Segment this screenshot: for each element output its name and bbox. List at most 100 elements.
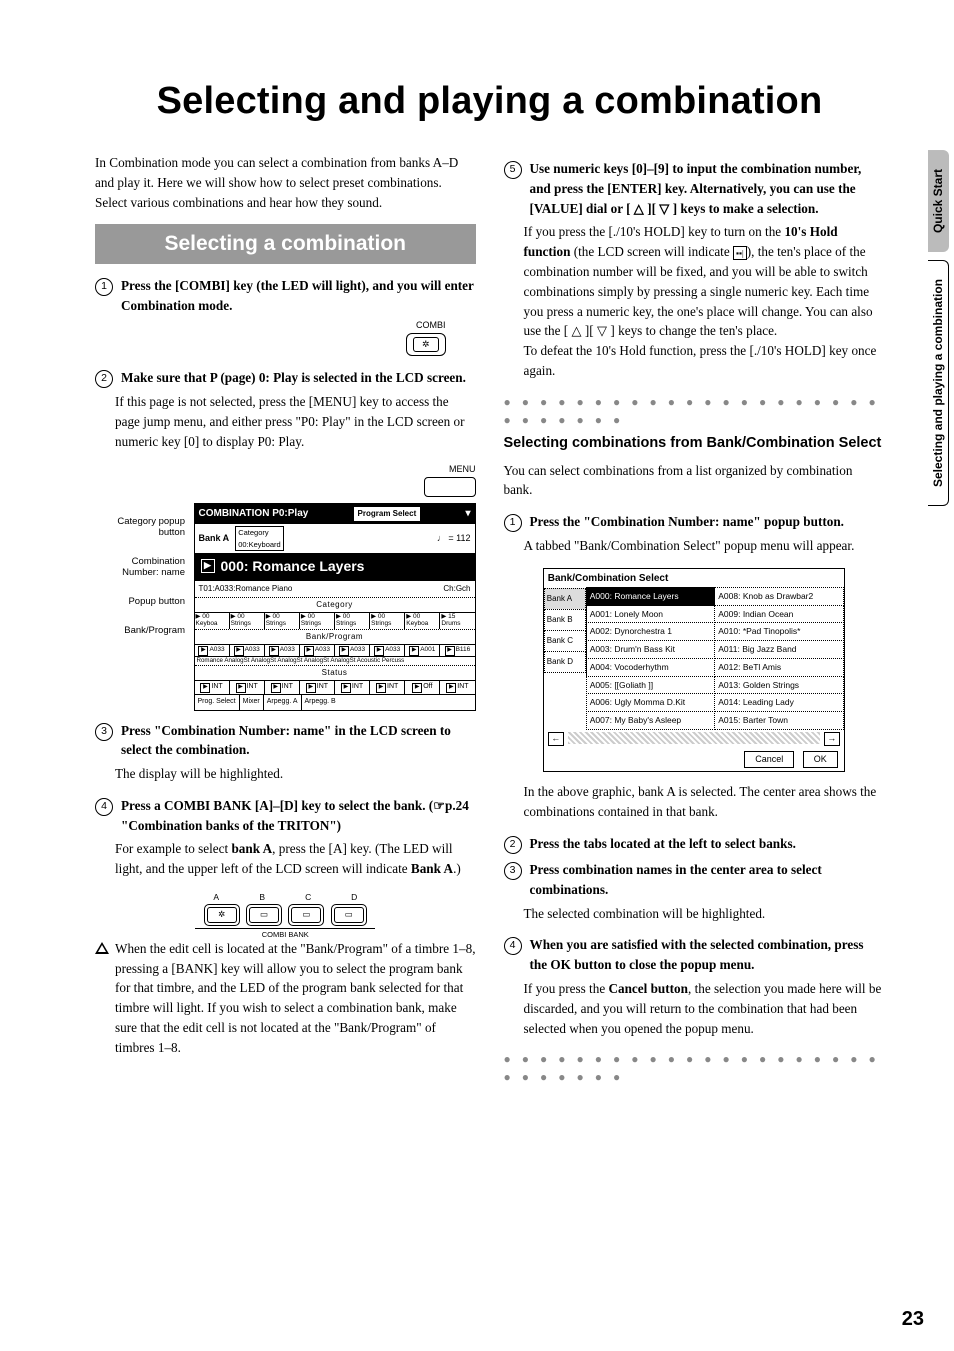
lcd-category-cell: ▶ 00Strings [300, 613, 335, 629]
hold-paragraph: If you press the [./10's HOLD] key to tu… [524, 222, 885, 380]
lcd-bp-cell: ▶A033 [370, 645, 405, 656]
popup-cell: A001: Lonely Moon [586, 605, 716, 624]
popup-title: Bank/Combination Select [544, 569, 844, 588]
popup-cell: A009: Indian Ocean [714, 605, 844, 624]
popup-bank-tab: Bank C [544, 630, 586, 652]
lcd-status-cell: ▶Off [405, 681, 440, 694]
combi-bank-keys-figure: ABCD ✲ ▭ ▭ ▭ [95, 891, 476, 929]
popup-cell: A008: Knob as Drawbar2 [714, 587, 844, 606]
popup-bank-tab: Bank D [544, 651, 586, 673]
lcd-category-cell: ▶ 00Keyboa [405, 613, 440, 629]
popup-row: A003: Drum'n Bass KitA011: Big Jazz Band [587, 641, 844, 659]
lcd-bottom-tab: Prog. Select [195, 695, 240, 710]
popup-row: A005: [[Goliath ]]A013: Golden Strings [587, 677, 844, 695]
lcd-bp-cell: ▶A033 [230, 645, 265, 656]
step-4-text: Press a COMBI BANK [A]–[D] key to select… [121, 796, 476, 836]
lcd-status-cell: ▶INT [265, 681, 300, 694]
popup-bank-tab: Bank B [544, 609, 586, 631]
popup-cell: A013: Golden Strings [714, 676, 844, 695]
callout-label: Category popup button [95, 517, 185, 539]
dotted-separator: ● ● ● ● ● ● ● ● ● ● ● ● ● ● ● ● ● ● ● ● … [504, 1050, 885, 1086]
lcd-bp-cell: ▶A033 [195, 645, 230, 656]
popup-row: A000: Romance LayersA008: Knob as Drawba… [587, 588, 844, 606]
circled-number-icon: 2 [504, 836, 522, 854]
lcd-status-cell: ▶INT [195, 681, 230, 694]
side-tabs: Quick Start Selecting and playing a comb… [928, 150, 954, 514]
combi-key-figure: COMBI ✲ [95, 319, 446, 356]
lcd-timbre: T01:A033:Romance Piano [199, 583, 293, 595]
r-step-2-text: Press the tabs located at the left to se… [530, 834, 885, 854]
lcd-combi-name: 000: Romance Layers [221, 556, 365, 577]
side-tab-quick-start: Quick Start [928, 150, 949, 252]
circled-number-icon: 2 [95, 370, 113, 388]
callout-label: Bank/Program [95, 626, 185, 637]
page-number: 23 [902, 1308, 924, 1331]
intro-paragraph: In Combination mode you can select a com… [95, 153, 476, 212]
circled-number-icon: 4 [95, 798, 113, 816]
lcd-header: COMBINATION P0:Play [199, 506, 309, 521]
lcd-category-cell: ▶ 00Strings [265, 613, 300, 629]
popup-row: A006: Ugly Momma D.KitA014: Leading Lady [587, 694, 844, 712]
step-3-text: Press "Combination Number: name" in the … [121, 721, 476, 761]
lcd-category-cell: ▶ 00Strings [370, 613, 405, 629]
r-step-3-body: The selected combination will be highlig… [524, 904, 885, 924]
popup-cell: A015: Barter Town [714, 711, 844, 730]
lcd-bank: Bank A [199, 532, 230, 546]
lcd-category-cell: ▶ 15Drums [440, 613, 474, 629]
lcd-category-cell: ▶ 00Keyboa [195, 613, 230, 629]
step-4-body: For example to select bank A, press the … [115, 839, 476, 879]
popup-cell: A000: Romance Layers [586, 587, 716, 606]
lcd-program-select: Program Select [354, 507, 421, 521]
popup-cell: A006: Ugly Momma D.Kit [586, 693, 716, 712]
step-5-text: Use numeric keys [0]–[9] to input the co… [530, 159, 885, 218]
lcd-channel: Ch:Gch [443, 583, 470, 595]
cancel-button: Cancel [744, 751, 794, 769]
scroll-left-icon: ← [548, 732, 564, 746]
popup-bank-tab: Bank A [544, 588, 586, 610]
lcd-category-cell: ▶ 00Strings [230, 613, 265, 629]
lcd-bp-cell: ▶A001 [405, 645, 440, 656]
popup-row: A007: My Baby's AsleepA015: Barter Town [587, 712, 844, 730]
ok-button: OK [803, 751, 838, 769]
popup-cell: A003: Drum'n Bass Kit [586, 640, 716, 659]
step-1-text: Press the [COMBI] key (the LED will ligh… [121, 276, 476, 316]
hold-icon: ▪▪| [733, 246, 747, 260]
sub-intro: You can select combinations from a list … [504, 461, 885, 501]
popup-cell: A004: Vocoderhythm [586, 658, 716, 677]
popup-cell: A010: *Pad Tinopolis* [714, 622, 844, 641]
play-icon: ▶ [201, 559, 215, 573]
callout-label: Popup button [95, 597, 185, 608]
lcd-status-cell: ▶INT [300, 681, 335, 694]
dotted-separator: ● ● ● ● ● ● ● ● ● ● ● ● ● ● ● ● ● ● ● ● … [504, 393, 885, 429]
scroll-right-icon: → [824, 732, 840, 746]
r-step-1-text: Press the "Combination Number: name" pop… [530, 512, 885, 532]
lcd-bp-cell: ▶A033 [335, 645, 370, 656]
popup-cell: A002: Dynorchestra 1 [586, 622, 716, 641]
popup-caption: In the above graphic, bank A is selected… [524, 782, 885, 822]
r-step-4-body: If you press the Cancel button, the sele… [524, 979, 885, 1038]
circled-number-icon: 1 [504, 514, 522, 532]
r-step-4-text: When you are satisfied with the selected… [530, 935, 885, 975]
lcd-bottom-tab: Arpegg. B [302, 695, 339, 710]
circled-number-icon: 4 [504, 937, 522, 955]
lcd-tempo: ♩ = 112 [437, 532, 471, 546]
popup-cell: A011: Big Jazz Band [714, 640, 844, 659]
lcd-status-cell: ▶INT [370, 681, 405, 694]
circled-number-icon: 1 [95, 278, 113, 296]
step-2-body: If this page is not selected, press the … [115, 392, 476, 451]
lcd-bp-cell: ▶A033 [300, 645, 335, 656]
lcd-status-cell: ▶INT [335, 681, 370, 694]
lcd-category-cell: ▶ 00Strings [335, 613, 370, 629]
circled-number-icon: 3 [504, 862, 522, 880]
sub-heading: Selecting combinations from Bank/Combina… [504, 433, 885, 455]
note-text: When the edit cell is located at the "Ba… [115, 939, 476, 1058]
left-column: In Combination mode you can select a com… [95, 153, 476, 1090]
popup-row: A002: Dynorchestra 1A010: *Pad Tinopolis… [587, 623, 844, 641]
side-tab-chapter: Selecting and playing a combination [928, 260, 949, 506]
r-step-1-body: A tabbed "Bank/Combination Select" popup… [524, 536, 885, 556]
lcd-status-cell: ▶INT [440, 681, 474, 694]
popup-cell: A014: Leading Lady [714, 693, 844, 712]
note-icon [95, 942, 109, 954]
bank-select-popup-figure: Bank/Combination Select Bank ABank BBank… [543, 568, 845, 773]
lcd-bp-cell: ▶A033 [265, 645, 300, 656]
